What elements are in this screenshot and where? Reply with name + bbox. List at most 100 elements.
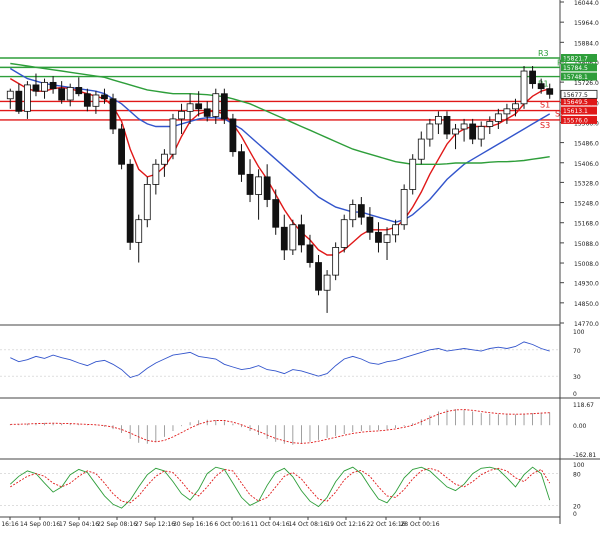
candle-bull <box>135 219 143 243</box>
y-tick-label: 15566.0 <box>574 120 599 127</box>
ind2-tick-label: -162.81 <box>573 452 596 459</box>
indicator-panel-2: 118.67 0.00 -162.81 <box>0 402 600 460</box>
ind3-d-line <box>10 467 551 504</box>
candle-bear <box>315 262 322 291</box>
y-tick-label: 15726.0 <box>574 80 599 87</box>
x-tick-label: 19 Oct 12:16 <box>326 521 365 528</box>
x-tick-label: 22 Sep 08:16 <box>97 521 137 528</box>
candle-bull <box>143 184 151 221</box>
level-price-label: 15748.1 <box>563 74 588 81</box>
candle-bear <box>529 70 536 85</box>
ind2-signal-line <box>10 409 550 444</box>
candle-bull <box>392 224 399 236</box>
candle-bull <box>349 204 357 221</box>
current-price-box <box>560 89 598 99</box>
ind2-tick-label: 0.00 <box>573 423 587 430</box>
candle-bear <box>306 244 314 263</box>
candle-bull <box>6 90 14 100</box>
level-price-label: 15649.5 <box>563 99 588 106</box>
candle-bear <box>75 87 83 95</box>
candle-bear <box>118 128 125 165</box>
candle-bull <box>161 153 168 165</box>
candle-bull <box>152 163 160 185</box>
candle-bear <box>126 163 134 243</box>
candle-bear <box>366 216 374 233</box>
current-price-label: 15677.5 <box>563 92 588 99</box>
level-label-r3: R3 <box>538 49 549 58</box>
x-tick-label: 6 Oct 00:16 <box>214 521 249 528</box>
ind1-tick-label: 100 <box>573 329 585 336</box>
x-tick-label: 30 Sep 16:16 <box>173 521 213 528</box>
y-tick-label: 14850.0 <box>574 301 599 308</box>
candle-bear <box>203 108 211 117</box>
candle-bear <box>101 94 108 100</box>
level-label-s1: S1 <box>540 100 550 109</box>
candle-bear <box>375 231 382 243</box>
candle-bull <box>409 158 417 190</box>
y-tick-label: 14930.0 <box>574 281 599 288</box>
candle-bull <box>41 81 48 92</box>
y-tick-label: 14770.0 <box>574 321 599 328</box>
candle-bull <box>417 138 425 160</box>
ind1-line <box>10 341 550 379</box>
candle-bull <box>520 70 528 105</box>
candle-bull <box>503 108 511 115</box>
candle-bear <box>32 84 40 92</box>
ind1-tick-label: 70 <box>573 348 581 355</box>
candle-bull <box>66 87 74 101</box>
x-tick-label: 14 Oct 08:16 <box>288 521 327 528</box>
candle-bull <box>169 118 177 155</box>
candle-bear <box>357 204 365 218</box>
y-tick-label: 16044.0 <box>574 0 599 7</box>
candle-bull <box>452 128 459 135</box>
candle-bull <box>477 126 485 140</box>
level-price-label: 15784.5 <box>563 65 588 72</box>
ind3-k-line <box>9 466 551 509</box>
candle-bull <box>426 123 434 140</box>
candle-bear <box>469 123 477 140</box>
level-label-s2: S2 <box>555 110 565 119</box>
candle-bull <box>24 84 31 112</box>
candle-bull <box>435 115 442 125</box>
y-tick-label: 15406.0 <box>574 161 599 168</box>
x-tick-label: 27 Sep 12:16 <box>135 521 175 528</box>
ind3-tick-label: 100 <box>573 462 585 469</box>
y-tick-label: 15088.0 <box>574 241 599 248</box>
ind2-tick-label: 118.67 <box>573 402 594 409</box>
candle-bull <box>332 247 340 276</box>
candle-bull <box>186 103 194 112</box>
level-price-label: 15576.0 <box>563 117 588 124</box>
candle-bear <box>238 151 245 175</box>
level-label-r2: R2 <box>557 58 568 67</box>
x-tick-label: 16:16 <box>1 521 18 528</box>
x-tick-label: 11 Oct 04:16 <box>250 521 289 528</box>
candle-bear <box>246 173 254 195</box>
candle-bear <box>546 88 554 95</box>
y-tick-label: 15248.0 <box>574 201 599 208</box>
level-price-box <box>561 97 597 106</box>
candle-bull <box>400 189 408 226</box>
level-price-box <box>561 115 597 124</box>
indicator-panel-3: 100 80 200 <box>0 462 585 518</box>
candle-bear <box>298 224 305 246</box>
y-tick-label: 15884.0 <box>574 40 599 47</box>
x-tick-label: 28 Oct 00:16 <box>400 521 439 528</box>
candle-bear <box>220 93 228 120</box>
candle-bull <box>323 274 331 291</box>
x-tick-label: 14 Sep 00:16 <box>20 521 60 528</box>
level-price-box <box>561 63 597 72</box>
candle-bull <box>486 121 494 127</box>
candle-bear <box>272 199 280 228</box>
candle-bear <box>195 103 203 110</box>
x-tick-label: 22 Oct 16:16 <box>366 521 405 528</box>
moving-average-line <box>9 77 550 256</box>
level-price-label: 15821.7 <box>563 56 588 63</box>
candle-bull <box>255 176 262 195</box>
level-price-box <box>561 72 597 81</box>
candle-bull <box>178 110 185 120</box>
candle-bear <box>537 83 545 90</box>
